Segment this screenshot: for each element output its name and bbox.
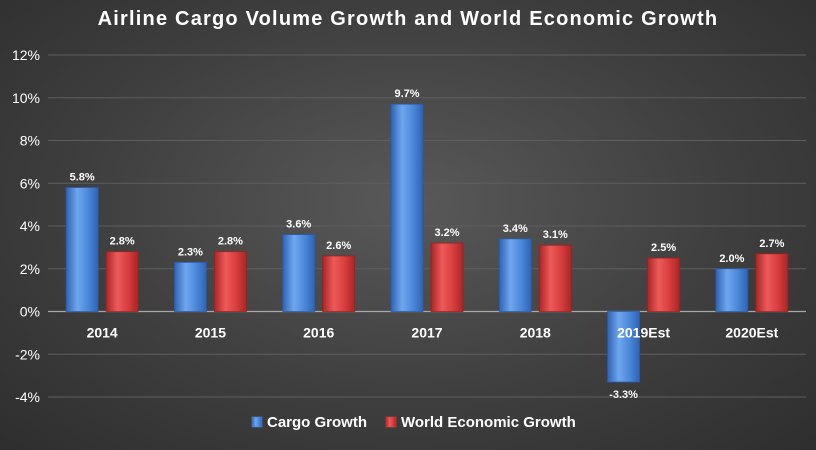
world-economic-growth-data-label: 3.2% [434, 227, 459, 239]
world-economic-growth-bar [755, 253, 789, 312]
cargo-growth-data-label: -3.3% [609, 389, 638, 401]
cargo-growth-bar [607, 311, 640, 383]
world-economic-growth-data-label: 2.8% [218, 236, 243, 248]
legend-world-economic-growth-label: World Economic Growth [401, 414, 576, 431]
cargo-growth-bar [715, 268, 749, 312]
cargo-growth-data-label: 2.0% [719, 253, 744, 265]
world-economic-growth-bar [647, 257, 680, 312]
cargo-growth-data-label: 3.4% [503, 223, 528, 235]
cargo-growth-data-label: 9.7% [394, 88, 419, 100]
chart-title: Airline Cargo Volume Growth and World Ec… [97, 8, 719, 30]
x-category-label: 2018 [520, 325, 551, 341]
cargo-growth-bar [65, 187, 99, 312]
y-tick-label: 8% [20, 133, 40, 149]
x-category-label: 2016 [303, 325, 334, 341]
cargo-growth-data-label: 2.3% [178, 246, 203, 258]
x-category-label: 2019Est [617, 325, 670, 341]
y-tick-label: 12% [12, 47, 40, 63]
world-economic-growth-data-label: 2.5% [651, 242, 676, 254]
cargo-growth-bar [390, 103, 424, 312]
y-tick-label: 10% [12, 90, 40, 106]
world-economic-growth-bar [214, 251, 247, 312]
y-tick-label: -2% [15, 346, 40, 362]
y-tick-label: 4% [20, 218, 40, 234]
x-category-label: 2015 [195, 325, 226, 341]
legend-world-economic-growth-swatch [385, 416, 397, 428]
cargo-growth-data-label: 5.8% [70, 172, 95, 184]
world-economic-growth-bar [538, 244, 572, 312]
legend-cargo-growth-label: Cargo Growth [267, 414, 367, 431]
world-economic-growth-data-label: 2.8% [110, 236, 135, 248]
cargo-growth-bar [174, 261, 207, 312]
x-category-label: 2020Est [725, 325, 778, 341]
world-economic-growth-bar [322, 255, 356, 312]
cargo-growth-bar [282, 234, 316, 312]
y-tick-label: 2% [20, 261, 40, 277]
legend: Cargo Growth World Economic Growth [251, 414, 576, 431]
world-economic-growth-bar [105, 251, 139, 312]
x-category-label: 2014 [87, 325, 118, 341]
cargo-growth-bar [498, 238, 532, 312]
cargo-growth-data-label: 3.6% [286, 219, 311, 231]
world-economic-growth-bar [430, 242, 464, 312]
y-tick-label: 6% [20, 175, 40, 191]
legend-cargo-growth-swatch [251, 416, 263, 428]
y-tick-label: 0% [20, 304, 40, 320]
world-economic-growth-data-label: 2.7% [759, 238, 784, 250]
world-economic-growth-data-label: 2.6% [326, 240, 351, 252]
y-tick-label: -4% [15, 389, 40, 405]
world-economic-growth-data-label: 3.1% [543, 229, 568, 241]
x-category-label: 2017 [411, 325, 442, 341]
